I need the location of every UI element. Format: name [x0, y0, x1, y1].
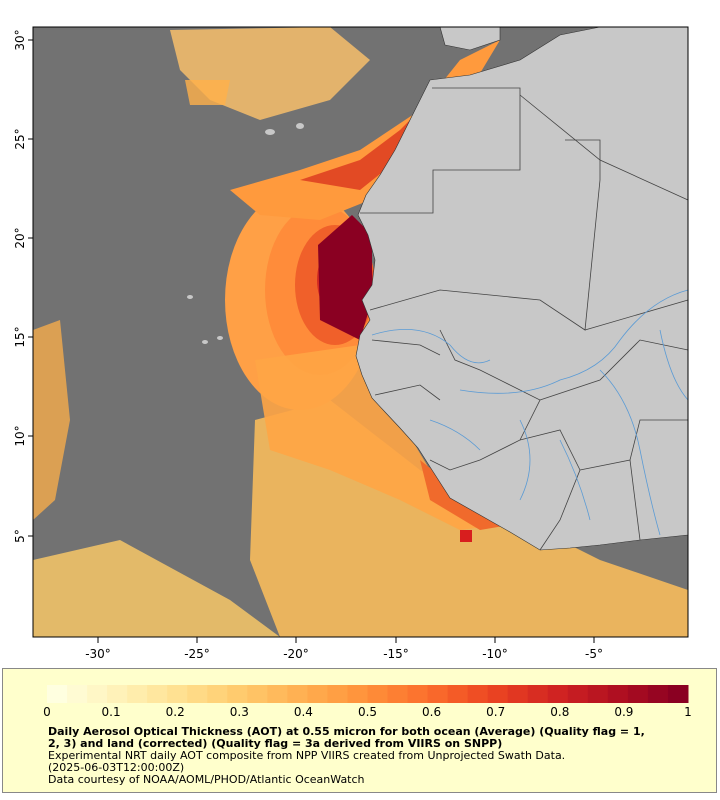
colorbar-tick-label: 0.9 — [614, 705, 634, 719]
colorbar-cell — [347, 685, 368, 703]
colorbar-cell — [327, 685, 348, 703]
colorbar — [47, 685, 689, 703]
lon-label-m30: -30° — [85, 647, 111, 661]
colorbar-cell — [187, 685, 208, 703]
colorbar-cell — [627, 685, 649, 703]
aot-plume-layer — [33, 27, 688, 637]
colorbar-cell — [167, 685, 188, 703]
colorbar-cell — [47, 685, 68, 703]
colorbar-cell — [527, 685, 549, 703]
colorbar-cells — [47, 685, 689, 703]
colorbar-tick-label: 0.4 — [293, 705, 313, 719]
lat-label-25: 25° — [13, 128, 27, 149]
colorbar-cell — [587, 685, 609, 703]
caption-title-line1: Daily Aerosol Optical Thickness (AOT) at… — [48, 725, 645, 738]
caption-title-line2: 2, 3) and land (corrected) (Quality flag… — [48, 737, 503, 750]
colorbar-cell — [87, 685, 108, 703]
colorbar-cell — [647, 685, 669, 703]
colorbar-cell — [487, 685, 509, 703]
colorbar-tick-label: 1 — [684, 705, 692, 719]
lat-axis: 30° 25° 20° 15° 10° 5° — [13, 29, 33, 543]
colorbar-tick-label: 0.7 — [486, 705, 506, 719]
islands — [187, 123, 304, 344]
colorbar-tick-label: 0.5 — [357, 705, 378, 719]
colorbar-cell — [107, 685, 128, 703]
aot-map: 30° 25° 20° 15° 10° 5° -30° -25° -20° -1… — [13, 26, 689, 661]
colorbar-cell — [447, 685, 469, 703]
map-frame-border — [32, 26, 689, 638]
colorbar-tick-label: 0.6 — [422, 705, 442, 719]
lon-label-m20: -20° — [283, 647, 309, 661]
colorbar-cell — [227, 685, 248, 703]
colorbar-cell — [407, 685, 429, 703]
colorbar-cell — [507, 685, 529, 703]
country-borders — [360, 87, 689, 551]
colorbar-tick-label: 0 — [43, 705, 51, 719]
colorbar-cell — [247, 685, 268, 703]
colorbar-cell — [547, 685, 569, 703]
colorbar-cell — [567, 685, 589, 703]
colorbar-cell — [667, 685, 689, 703]
colorbar-cell — [367, 685, 389, 703]
colorbar-cell — [287, 685, 308, 703]
colorbar-cell — [127, 685, 148, 703]
lon-label-m25: -25° — [184, 647, 210, 661]
colorbar-cell — [67, 685, 88, 703]
lat-label-30: 30° — [13, 29, 27, 50]
lon-label-m10: -10° — [482, 647, 508, 661]
lon-axis: -30° -25° -20° -15° -10° -5° — [85, 637, 603, 661]
lon-label-m15: -15° — [383, 647, 409, 661]
colorbar-cell — [307, 685, 328, 703]
colorbar-tick-label: 0.8 — [550, 705, 570, 719]
colorbar-cell — [427, 685, 449, 703]
lat-label-10: 10° — [13, 425, 27, 446]
caption-credit: Data courtesy of NOAA/AOML/PHOD/Atlantic… — [48, 773, 365, 786]
colorbar-cell — [387, 685, 409, 703]
colorbar-cell — [147, 685, 168, 703]
rivers — [371, 289, 689, 536]
lat-label-20: 20° — [13, 227, 27, 248]
colorbar-tick-label: 0.3 — [229, 705, 249, 719]
colorbar-tick-label: 0.1 — [101, 705, 121, 719]
lon-label-m5: -5° — [585, 647, 603, 661]
caption-description: Experimental NRT daily AOT composite fro… — [48, 749, 566, 762]
colorbar-cell — [267, 685, 288, 703]
caption-timestamp: (2025-06-03T12:00:00Z) — [48, 761, 185, 774]
colorbar-cell — [467, 685, 489, 703]
colorbar-tick-label: 0.2 — [165, 705, 185, 719]
colorbar-cell — [207, 685, 228, 703]
lat-label-5: 5° — [13, 529, 27, 543]
colorbar-cell — [607, 685, 629, 703]
lat-label-15: 15° — [13, 326, 27, 347]
